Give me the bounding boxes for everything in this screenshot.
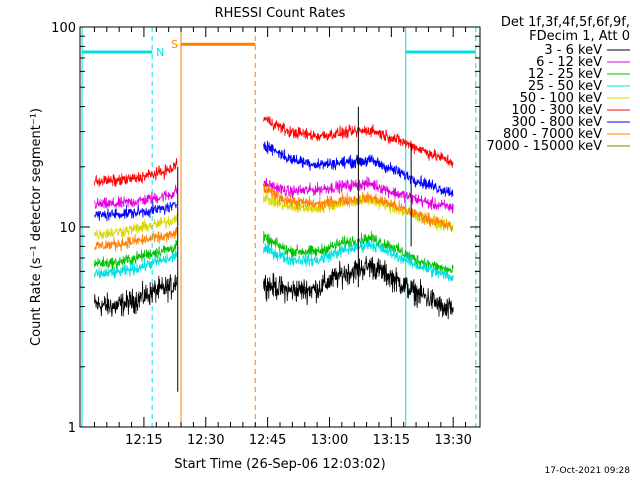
legend-label: 100 - 300 keV — [511, 103, 602, 118]
timestamp: 17-Oct-2021 09:28 — [545, 466, 631, 476]
series-line — [94, 201, 178, 222]
series-line — [94, 157, 178, 187]
series-line — [94, 250, 178, 279]
legend-label: 12 - 25 keV — [528, 67, 602, 82]
legend-label: 50 - 100 keV — [520, 91, 603, 106]
series-line — [94, 214, 178, 240]
x-tick-label: 13:00 — [311, 433, 348, 448]
state-bar-label: N — [156, 46, 164, 59]
legend-label: 300 - 800 keV — [511, 115, 602, 130]
legend-header-1: Det 1f,3f,4f,5f,6f,9f, — [501, 15, 630, 30]
legend-label: 6 - 12 keV — [536, 55, 602, 70]
legend-label: 25 - 50 keV — [528, 79, 602, 94]
x-tick-label: 13:30 — [434, 433, 471, 448]
series-line — [94, 226, 178, 252]
x-tick-label: 12:30 — [187, 433, 224, 448]
legend-label: 7000 - 15000 keV — [487, 139, 603, 154]
x-tick-label: 12:45 — [249, 433, 286, 448]
plot-area: NS — [81, 27, 477, 427]
y-axis-label: Count Rate (s⁻¹ detector segment⁻¹) — [29, 108, 44, 346]
x-tick-label: 13:15 — [373, 433, 410, 448]
legend-label: 3 - 6 keV — [544, 43, 602, 58]
y-tick-label: 1 — [68, 421, 76, 436]
series-line — [94, 274, 178, 317]
chart-title: RHESSI Count Rates — [215, 6, 346, 21]
series-line — [94, 240, 178, 271]
x-axis-label: Start Time (26-Sep-06 12:03:02) — [174, 457, 385, 472]
legend-label: 800 - 7000 keV — [503, 127, 602, 142]
x-tick-label: 12:15 — [125, 433, 162, 448]
y-tick-label: 100 — [51, 21, 76, 36]
legend: Det 1f,3f,4f,5f,6f,9f, FDecim 1, Att 0 3… — [487, 15, 630, 154]
state-bar-label: S — [171, 38, 178, 51]
legend-header-2: FDecim 1, Att 0 — [529, 29, 630, 44]
y-tick-label: 10 — [59, 221, 76, 236]
axes-group: 1 10 100 12:15 12:30 12:45 13:00 13:15 13:30 — [51, 21, 480, 448]
series-line — [94, 184, 178, 209]
